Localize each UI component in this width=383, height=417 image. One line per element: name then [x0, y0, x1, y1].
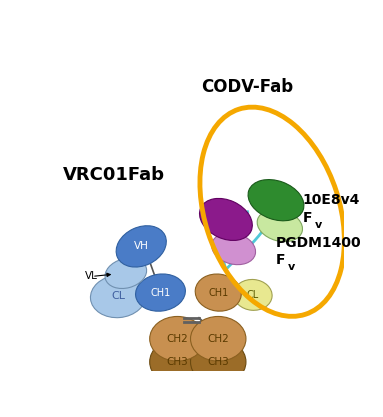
Ellipse shape	[150, 339, 205, 385]
Text: CH3: CH3	[207, 357, 229, 367]
Ellipse shape	[248, 180, 304, 221]
Text: CODV-Fab: CODV-Fab	[201, 78, 293, 96]
Ellipse shape	[190, 339, 246, 385]
Text: VL: VL	[85, 271, 98, 281]
Text: CH2: CH2	[167, 334, 188, 344]
Text: CL: CL	[247, 290, 259, 300]
Ellipse shape	[105, 258, 147, 289]
Ellipse shape	[190, 317, 246, 361]
Ellipse shape	[90, 275, 146, 318]
Text: CL: CL	[111, 291, 125, 301]
Text: PGDM1400: PGDM1400	[276, 236, 362, 249]
Ellipse shape	[195, 274, 241, 311]
Text: CH3: CH3	[167, 357, 188, 367]
Text: VH: VH	[134, 241, 149, 251]
Text: v: v	[314, 220, 322, 230]
Ellipse shape	[150, 317, 205, 361]
Text: VRC01Fab: VRC01Fab	[63, 166, 165, 184]
Text: CH2: CH2	[207, 334, 229, 344]
Text: F: F	[303, 211, 313, 225]
Ellipse shape	[212, 233, 255, 265]
Text: 10E8v4: 10E8v4	[303, 193, 360, 207]
Text: v: v	[288, 262, 295, 272]
Text: F: F	[276, 253, 285, 267]
Ellipse shape	[116, 226, 166, 267]
Ellipse shape	[200, 198, 252, 241]
Ellipse shape	[136, 274, 185, 311]
Ellipse shape	[234, 279, 272, 310]
Text: CH1: CH1	[151, 288, 170, 298]
Ellipse shape	[257, 210, 303, 241]
Text: CH1: CH1	[208, 288, 228, 298]
